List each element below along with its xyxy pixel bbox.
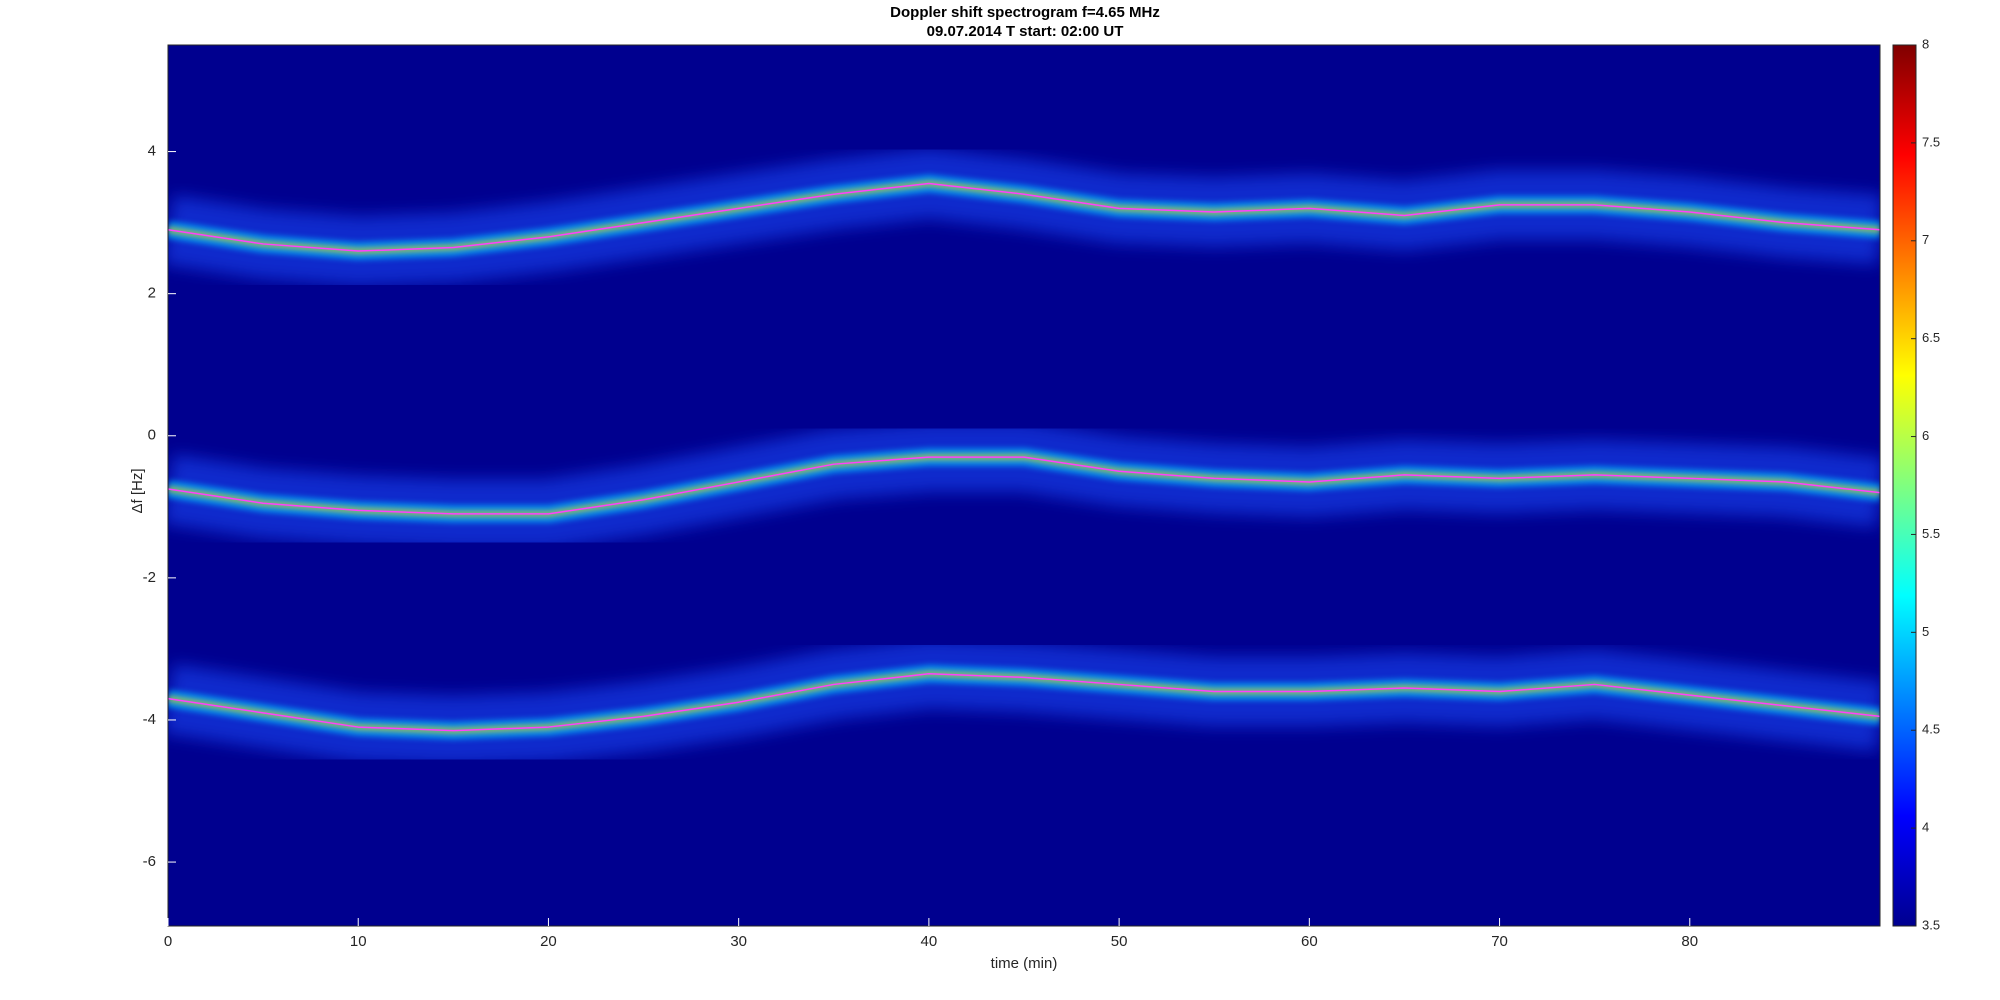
y-tick-label: 2	[148, 285, 156, 302]
x-tick-label: 30	[730, 933, 747, 950]
colorbar-tick-label: 5.5	[1922, 526, 1940, 541]
trace-line	[168, 673, 1880, 732]
y-tick-label: 0	[148, 427, 156, 444]
colorbar-tick-label: 6	[1922, 428, 1929, 443]
trace-line	[168, 182, 1880, 252]
x-axis-label: time (min)	[991, 955, 1058, 972]
colorbar-tick-label: 4	[1922, 820, 1929, 835]
x-tick-label: 50	[1111, 933, 1128, 950]
x-tick-label: 40	[921, 933, 938, 950]
colorbar-tick-label: 3.5	[1922, 917, 1940, 932]
x-tick-label: 70	[1491, 933, 1508, 950]
colorbar-tick-label: 6.5	[1922, 330, 1940, 345]
y-tick-label: -6	[143, 853, 156, 870]
trace-line	[168, 456, 1880, 515]
colorbar-tick-label: 4.5	[1922, 722, 1940, 737]
x-tick-label: 0	[164, 933, 172, 950]
y-tick-label: -2	[143, 569, 156, 586]
y-axis-label: Δf [Hz]	[129, 468, 146, 513]
y-tick-label: -4	[143, 711, 156, 728]
colorbar-tick-label: 5	[1922, 624, 1929, 639]
chart-title: Doppler shift spectrogram f=4.65 MHz	[890, 4, 1160, 21]
x-tick-label: 10	[350, 933, 367, 950]
x-tick-label: 60	[1301, 933, 1318, 950]
plot-frame	[167, 44, 1881, 927]
chart-subtitle: 09.07.2014 T start: 02:00 UT	[927, 23, 1124, 40]
colorbar-tick-label: 8	[1922, 36, 1929, 51]
x-tick-label: 20	[540, 933, 557, 950]
colorbar-tick-label: 7	[1922, 232, 1929, 247]
y-tick-label: 4	[148, 143, 156, 160]
colorbar-tick-label: 7.5	[1922, 134, 1940, 149]
x-tick-label: 80	[1681, 933, 1698, 950]
colorbar	[1892, 44, 1917, 927]
